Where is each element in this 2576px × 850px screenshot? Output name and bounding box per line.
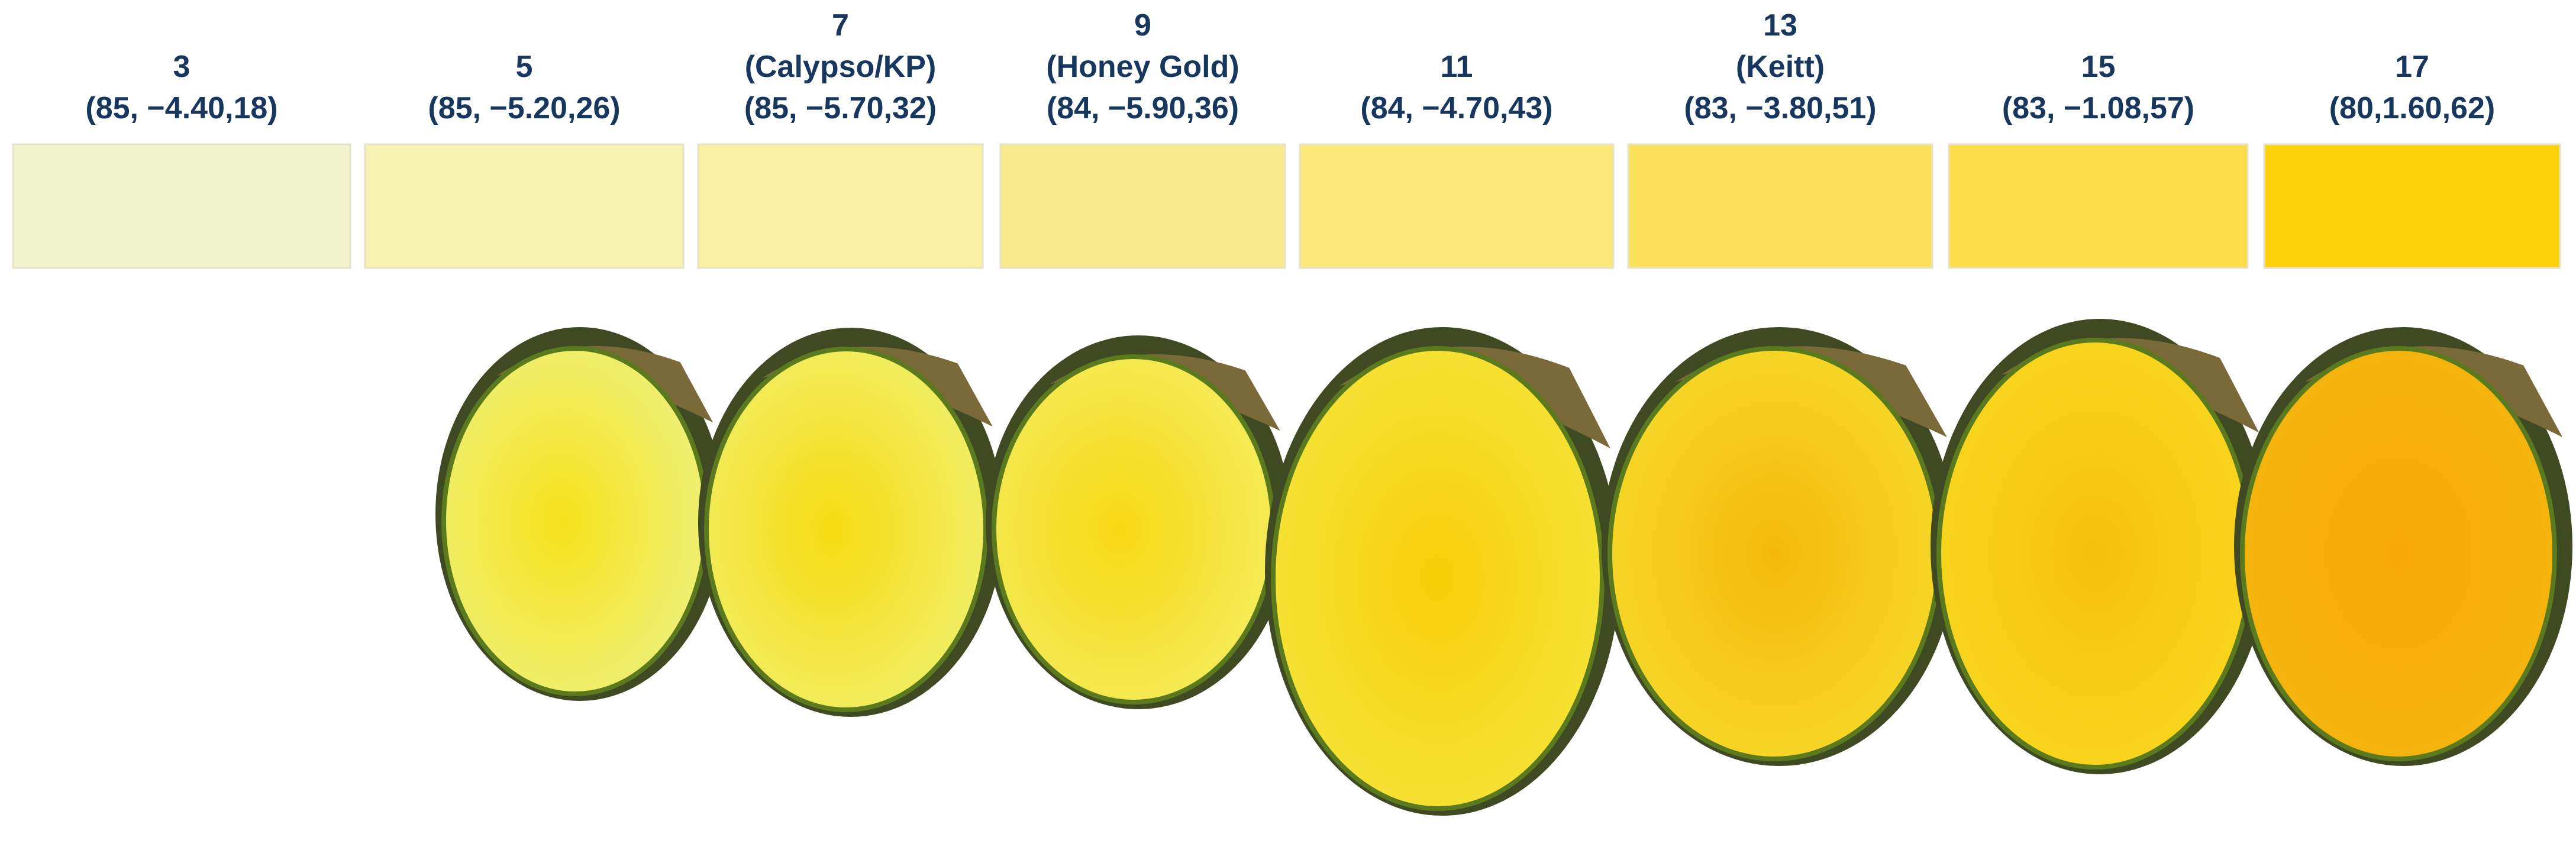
mango-flesh: [1271, 346, 1605, 811]
mango-flesh: [992, 354, 1276, 704]
mango-flesh: [441, 346, 709, 696]
color-swatch: [2263, 143, 2561, 269]
mango-flesh: [1607, 346, 1941, 761]
score-label: 17: [2395, 50, 2429, 84]
mango-flesh: [1936, 338, 2254, 770]
color-swatch: [999, 143, 1286, 269]
mango-flesh: [2240, 346, 2557, 761]
score-label: 7: [832, 8, 849, 43]
score-label: 11: [1441, 50, 1473, 84]
swatch-label: (83, −1.08,57): [2002, 91, 2194, 125]
color-swatch: [1299, 143, 1615, 269]
color-swatch: [697, 143, 984, 269]
swatch-label: (85, −4.40,18): [85, 91, 277, 125]
swatch-label: (80,1.60,62): [2329, 91, 2495, 125]
score-label: 3: [173, 50, 191, 84]
score-label: 5: [516, 50, 533, 84]
color-swatch: [1627, 143, 1933, 269]
swatch-label: (Honey Gold): [1046, 50, 1239, 84]
swatch-label: (83, −3.80,51): [1684, 91, 1876, 125]
color-swatch: [364, 143, 685, 269]
color-swatch: [1948, 143, 2249, 269]
swatch-label: (85, −5.70,32): [744, 91, 937, 125]
swatch-label: (84, −5.90,36): [1047, 91, 1239, 125]
swatch-label: (Keitt): [1736, 50, 1825, 84]
mango-flesh: [704, 347, 988, 712]
swatch-label: (85, −5.20,26): [428, 91, 620, 125]
swatch-label: (84, −4.70,43): [1360, 91, 1552, 125]
score-label: 15: [2081, 50, 2116, 84]
swatch-label: (Calypso/KP): [745, 50, 937, 84]
score-label: 9: [1134, 8, 1151, 43]
color-swatch: [12, 143, 351, 269]
score-label: 13: [1763, 8, 1797, 43]
